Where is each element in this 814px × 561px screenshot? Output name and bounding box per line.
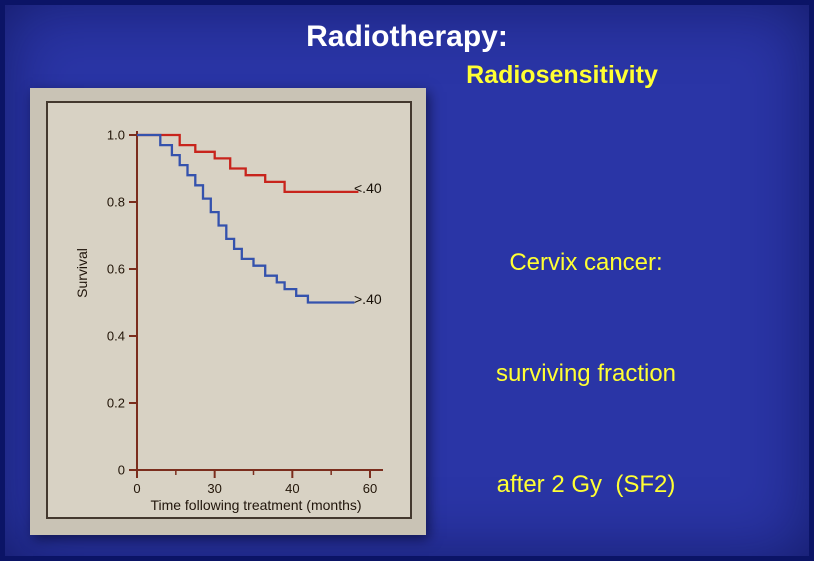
y-axis-label: Survival [74,248,90,298]
survival-chart-figure: 1.0 0.8 0.6 0.4 0.2 0 0 30 40 60 Survival Time fo… [30,88,426,535]
svg-text:0: 0 [118,463,125,478]
slide-title: Radiotherapy: [306,20,508,53]
svg-text:60: 60 [363,481,377,496]
body-line: after 2 Gy (SF2) [496,471,676,498]
body-text: Cervix cancer: surviving fraction after … [436,170,736,561]
curve-label-over-040: >.40 [354,291,382,307]
x-axis-label: Time following treatment (months) [150,497,362,513]
svg-text:0: 0 [133,481,140,496]
body-line: surviving fraction [495,360,677,387]
curve-label-under-040: <.40 [354,180,382,196]
body-line: Cervix cancer: [509,249,663,276]
figure-frame [46,101,412,519]
svg-text:1.0: 1.0 [107,128,125,143]
survival-chart: 1.0 0.8 0.6 0.4 0.2 00 30 40 60 [107,128,383,496]
slide-subtitle: Radiosensitivity [466,61,658,89]
svg-text:30: 30 [207,481,221,496]
svg-text:40: 40 [285,481,299,496]
svg-text:0.8: 0.8 [107,195,125,210]
svg-text:0.2: 0.2 [107,396,125,411]
svg-text:0.4: 0.4 [107,329,125,344]
svg-text:0.6: 0.6 [107,262,125,277]
